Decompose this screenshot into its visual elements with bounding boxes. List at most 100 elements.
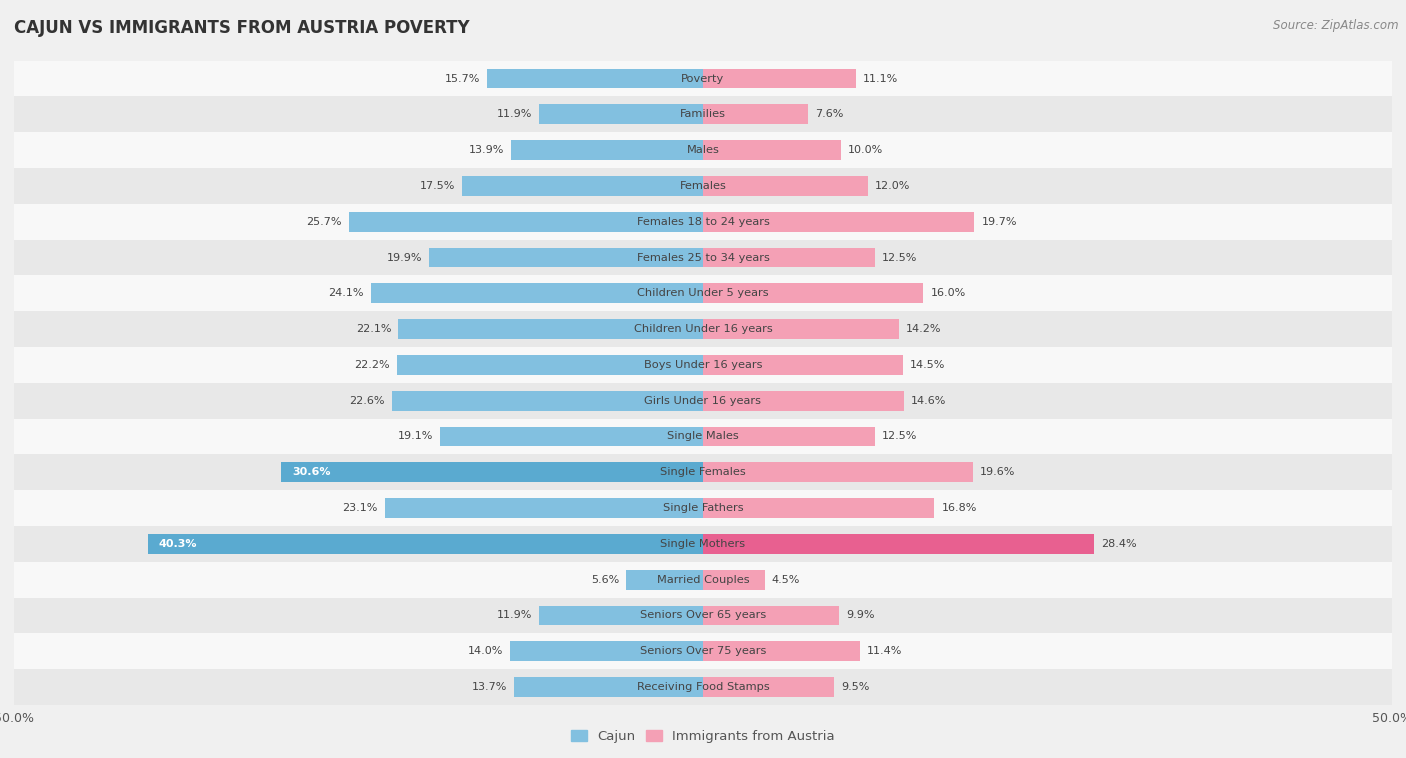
Text: 23.1%: 23.1% [343,503,378,513]
Bar [392,391,703,411]
Text: Females 18 to 24 years: Females 18 to 24 years [637,217,769,227]
Bar [703,427,875,446]
Text: 25.7%: 25.7% [307,217,342,227]
Text: Females: Females [679,181,727,191]
Text: 19.7%: 19.7% [981,217,1017,227]
Bar [703,355,903,374]
Bar [703,69,856,89]
Bar [440,427,703,446]
Bar [281,462,703,482]
Text: 11.9%: 11.9% [496,109,531,119]
Text: Single Mothers: Single Mothers [661,539,745,549]
Text: 22.1%: 22.1% [356,324,392,334]
Bar [385,498,703,518]
Bar [14,132,1392,168]
Bar [14,204,1392,240]
Text: 14.6%: 14.6% [911,396,946,406]
Text: 12.5%: 12.5% [882,431,918,441]
Bar [703,677,834,697]
Text: 11.9%: 11.9% [496,610,531,621]
Bar [429,248,703,268]
Text: 30.6%: 30.6% [292,467,330,478]
Bar [510,641,703,661]
Text: Children Under 16 years: Children Under 16 years [634,324,772,334]
Bar [396,355,703,374]
Legend: Cajun, Immigrants from Austria: Cajun, Immigrants from Austria [571,731,835,744]
Text: 14.2%: 14.2% [905,324,941,334]
Bar [703,534,1094,553]
Bar [398,319,703,339]
Bar [515,677,703,697]
Bar [461,176,703,196]
Text: 19.6%: 19.6% [980,467,1015,478]
Text: Girls Under 16 years: Girls Under 16 years [644,396,762,406]
Text: CAJUN VS IMMIGRANTS FROM AUSTRIA POVERTY: CAJUN VS IMMIGRANTS FROM AUSTRIA POVERTY [14,19,470,37]
Text: Source: ZipAtlas.com: Source: ZipAtlas.com [1274,19,1399,32]
Bar [14,562,1392,597]
Text: Males: Males [686,145,720,155]
Bar [703,105,807,124]
Text: 14.0%: 14.0% [468,647,503,656]
Text: Single Males: Single Males [666,431,740,441]
Bar [14,454,1392,490]
Text: 24.1%: 24.1% [329,288,364,299]
Bar [703,462,973,482]
Bar [14,96,1392,132]
Text: Children Under 5 years: Children Under 5 years [637,288,769,299]
Text: 13.7%: 13.7% [472,682,508,692]
Text: 19.9%: 19.9% [387,252,422,262]
Bar [14,597,1392,634]
Bar [14,383,1392,418]
Bar [14,418,1392,454]
Text: Single Fathers: Single Fathers [662,503,744,513]
Text: Boys Under 16 years: Boys Under 16 years [644,360,762,370]
Text: 19.1%: 19.1% [398,431,433,441]
Text: 9.9%: 9.9% [846,610,875,621]
Text: 14.5%: 14.5% [910,360,945,370]
Bar [371,283,703,303]
Bar [14,347,1392,383]
Bar [703,283,924,303]
Bar [14,490,1392,526]
Text: Females 25 to 34 years: Females 25 to 34 years [637,252,769,262]
Text: Seniors Over 65 years: Seniors Over 65 years [640,610,766,621]
Bar [14,240,1392,275]
Text: 17.5%: 17.5% [419,181,456,191]
Bar [703,248,875,268]
Text: 11.4%: 11.4% [868,647,903,656]
Text: Seniors Over 75 years: Seniors Over 75 years [640,647,766,656]
Text: 9.5%: 9.5% [841,682,869,692]
Text: Married Couples: Married Couples [657,575,749,584]
Bar [14,275,1392,312]
Text: 22.2%: 22.2% [354,360,391,370]
Text: Receiving Food Stamps: Receiving Food Stamps [637,682,769,692]
Text: 11.1%: 11.1% [863,74,898,83]
Text: 40.3%: 40.3% [159,539,197,549]
Text: 5.6%: 5.6% [591,575,619,584]
Bar [626,570,703,590]
Text: 10.0%: 10.0% [848,145,883,155]
Bar [703,319,898,339]
Bar [486,69,703,89]
Bar [14,669,1392,705]
Text: 12.0%: 12.0% [875,181,911,191]
Bar [512,140,703,160]
Text: 16.8%: 16.8% [942,503,977,513]
Bar [14,526,1392,562]
Bar [148,534,703,553]
Text: Families: Families [681,109,725,119]
Text: 28.4%: 28.4% [1101,539,1137,549]
Text: 13.9%: 13.9% [470,145,505,155]
Bar [538,606,703,625]
Bar [703,212,974,231]
Text: 16.0%: 16.0% [931,288,966,299]
Bar [703,176,869,196]
Text: Poverty: Poverty [682,74,724,83]
Text: 12.5%: 12.5% [882,252,918,262]
Text: 15.7%: 15.7% [444,74,479,83]
Text: 22.6%: 22.6% [349,396,385,406]
Bar [14,168,1392,204]
Bar [14,61,1392,96]
Bar [703,606,839,625]
Text: 4.5%: 4.5% [772,575,800,584]
